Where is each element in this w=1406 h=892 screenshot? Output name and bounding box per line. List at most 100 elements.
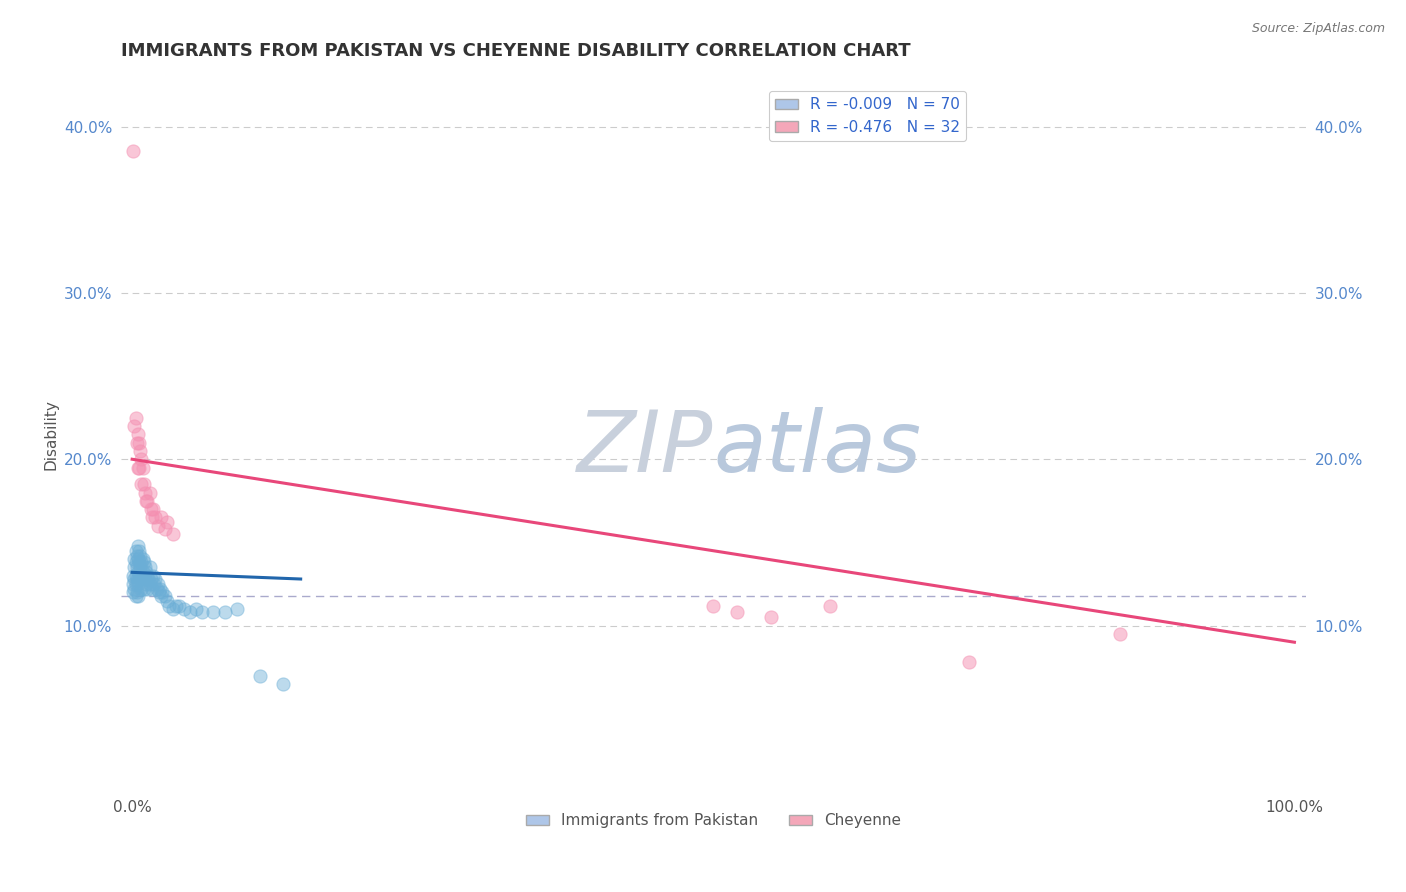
Point	[129, 444, 152, 458]
Point	[184, 602, 207, 616]
Point	[122, 145, 145, 159]
Point	[818, 599, 841, 613]
Point	[127, 539, 149, 553]
Point	[138, 560, 160, 574]
Point	[131, 452, 153, 467]
Point	[129, 549, 152, 563]
Point	[148, 585, 170, 599]
Point	[124, 589, 146, 603]
Point	[124, 560, 146, 574]
Point	[132, 555, 155, 569]
Point	[136, 582, 159, 596]
Point	[150, 589, 173, 603]
Point	[202, 605, 225, 619]
Point	[125, 560, 148, 574]
Point	[122, 568, 145, 582]
Point	[173, 602, 195, 616]
Point	[122, 577, 145, 591]
Point	[145, 510, 167, 524]
Point	[761, 610, 783, 624]
Point	[157, 599, 180, 613]
Point	[162, 602, 184, 616]
Legend: Immigrants from Pakistan, Cheyenne: Immigrants from Pakistan, Cheyenne	[520, 807, 907, 834]
Point	[141, 582, 163, 596]
Point	[131, 552, 153, 566]
Point	[127, 460, 149, 475]
Point	[271, 677, 294, 691]
Point	[128, 435, 150, 450]
Point	[124, 410, 146, 425]
Point	[165, 599, 187, 613]
Point	[141, 510, 163, 524]
Point	[125, 572, 148, 586]
Point	[249, 668, 271, 682]
Point	[131, 582, 153, 596]
Text: IMMIGRANTS FROM PAKISTAN VS CHEYENNE DISABILITY CORRELATION CHART: IMMIGRANTS FROM PAKISTAN VS CHEYENNE DIS…	[121, 42, 910, 60]
Point	[128, 568, 150, 582]
Point	[135, 566, 157, 580]
Text: atlas: atlas	[713, 407, 921, 490]
Point	[134, 572, 156, 586]
Point	[1109, 627, 1132, 641]
Point	[125, 435, 148, 450]
Point	[124, 572, 146, 586]
Point	[191, 605, 214, 619]
Point	[131, 477, 153, 491]
Point	[138, 485, 160, 500]
Point	[131, 568, 153, 582]
Point	[122, 585, 145, 599]
Point	[132, 582, 155, 596]
Point	[156, 516, 179, 530]
Point	[127, 566, 149, 580]
Point	[128, 555, 150, 569]
Point	[725, 605, 748, 619]
Point	[139, 572, 162, 586]
Point	[128, 543, 150, 558]
Point	[156, 593, 179, 607]
Y-axis label: Disability: Disability	[44, 399, 58, 470]
Point	[136, 493, 159, 508]
Point	[124, 543, 146, 558]
Point	[124, 555, 146, 569]
Point	[702, 599, 724, 613]
Point	[127, 589, 149, 603]
Point	[128, 460, 150, 475]
Point	[135, 577, 157, 591]
Point	[125, 585, 148, 599]
Point	[145, 582, 167, 596]
Point	[153, 522, 176, 536]
Point	[153, 589, 176, 603]
Point	[131, 460, 153, 475]
Point	[150, 510, 173, 524]
Point	[124, 552, 146, 566]
Point	[124, 568, 146, 582]
Point	[134, 485, 156, 500]
Point	[138, 577, 160, 591]
Point	[129, 560, 152, 574]
Point	[132, 477, 155, 491]
Point	[142, 502, 165, 516]
Point	[138, 572, 160, 586]
Point	[162, 527, 184, 541]
Point	[127, 427, 149, 442]
Point	[124, 577, 146, 591]
Point	[957, 655, 980, 669]
Point	[132, 568, 155, 582]
Point	[131, 566, 153, 580]
Point	[225, 602, 247, 616]
Point	[149, 582, 172, 596]
Point	[142, 568, 165, 582]
Point	[150, 585, 173, 599]
Point	[136, 568, 159, 582]
Point	[124, 582, 146, 596]
Point	[131, 555, 153, 569]
Point	[124, 419, 146, 434]
Point	[127, 552, 149, 566]
Text: Source: ZipAtlas.com: Source: ZipAtlas.com	[1251, 22, 1385, 36]
Point	[139, 502, 162, 516]
Point	[134, 560, 156, 574]
Point	[127, 577, 149, 591]
Point	[179, 605, 201, 619]
Point	[125, 549, 148, 563]
Point	[167, 599, 190, 613]
